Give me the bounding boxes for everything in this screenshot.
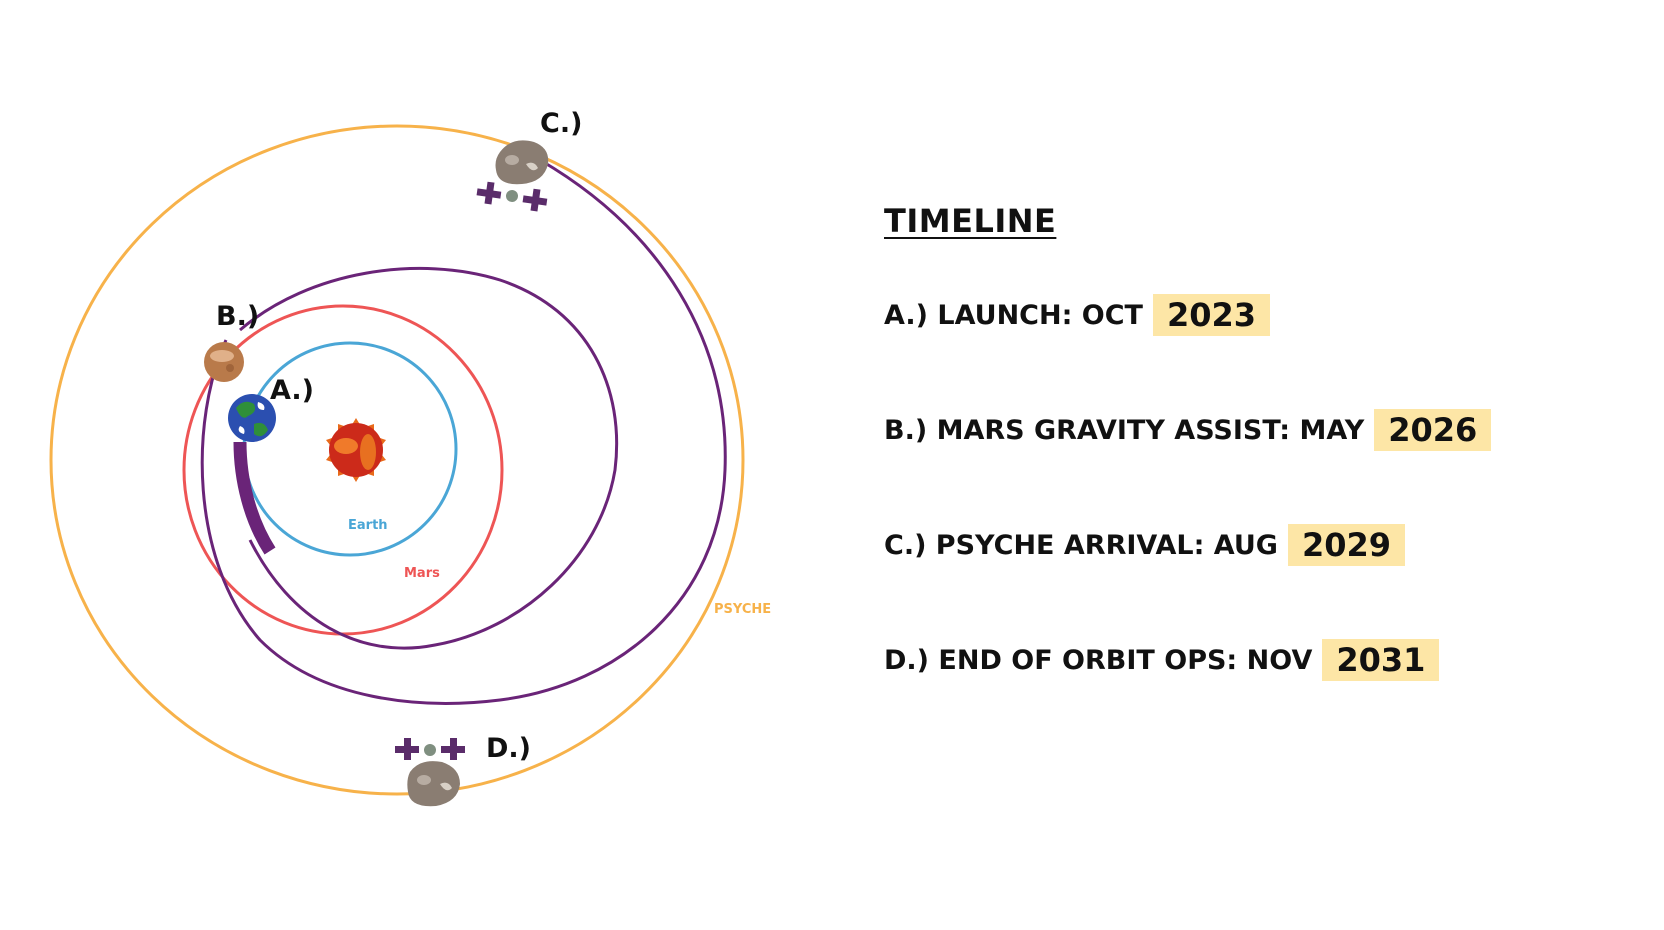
trajectory-outer-loop [200, 158, 727, 705]
trajectory-inner-loop [239, 266, 619, 650]
timeline-title: TIMELINE [884, 202, 1057, 240]
spacecraft-icon [395, 738, 465, 760]
asteroid-icon [495, 140, 549, 185]
event-year: 2031 [1322, 639, 1440, 681]
point-label-c: C.) [540, 108, 582, 139]
timeline-event-launch: A.) LAUNCH: OCT 2023 [884, 294, 1644, 336]
event-year: 2029 [1287, 524, 1405, 566]
launch-burn-segment [233, 441, 276, 555]
point-label-a: A.) [270, 375, 314, 406]
event-label: C.) PSYCHE ARRIVAL: AUG [884, 529, 1278, 561]
event-label: A.) LAUNCH: OCT [884, 299, 1143, 331]
event-label: B.) MARS GRAVITY ASSIST: MAY [884, 414, 1365, 446]
timeline-event-psyche-arrival: C.) PSYCHE ARRIVAL: AUG 2029 [884, 524, 1644, 566]
point-label-b: B.) [216, 301, 259, 332]
asteroid-icon [407, 761, 460, 807]
event-year: 2026 [1374, 409, 1492, 451]
psyche-orbit [49, 124, 745, 796]
spacecraft-icon [476, 181, 548, 212]
mars-icon [204, 342, 244, 382]
timeline-event-mars-gravity-assist: B.) MARS GRAVITY ASSIST: MAY 2026 [884, 409, 1644, 451]
timeline-panel: TIMELINE A.) LAUNCH: OCT 2023 B.) MARS G… [884, 196, 1644, 754]
psyche-orbit-label: PSYCHE [714, 602, 771, 617]
point-label-d: D.) [486, 733, 531, 764]
timeline-event-end-of-orbit-ops: D.) END OF ORBIT OPS: NOV 2031 [884, 639, 1644, 681]
earth-icon [228, 394, 276, 442]
event-year: 2023 [1152, 294, 1271, 336]
sun-icon [326, 418, 386, 482]
earth-orbit-label: Earth [348, 518, 388, 533]
event-label: D.) END OF ORBIT OPS: NOV [884, 644, 1313, 676]
mars-orbit-label: Mars [404, 566, 440, 581]
